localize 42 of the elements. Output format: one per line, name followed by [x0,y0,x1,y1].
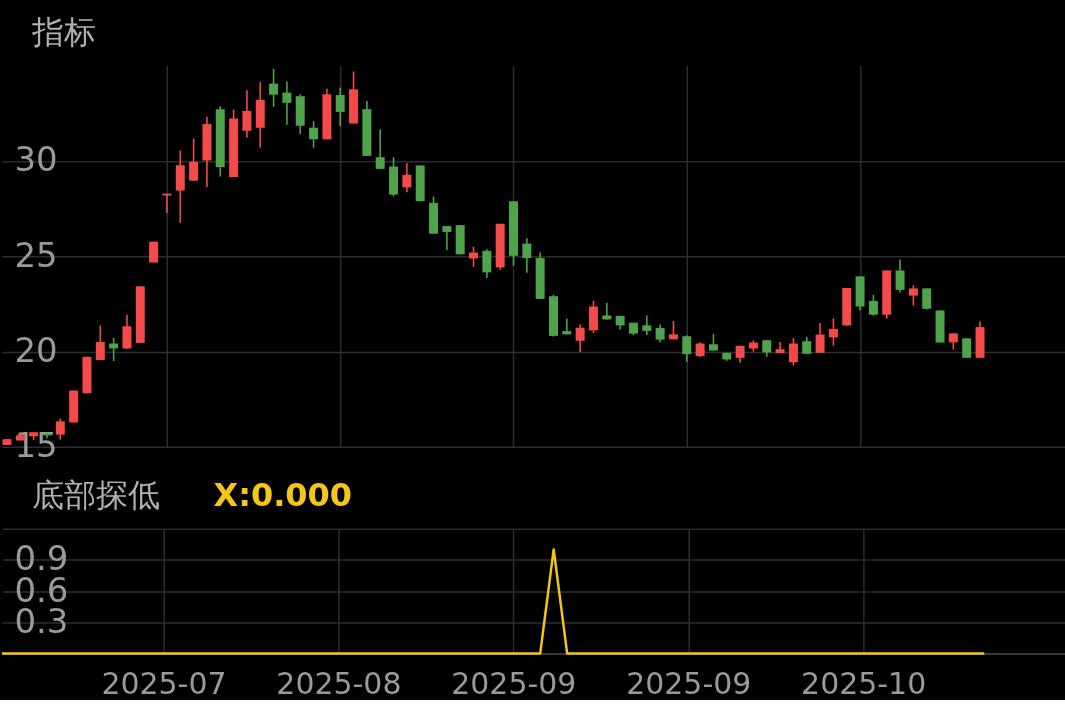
candlestick [562,317,572,336]
text: X:0.000 [213,475,353,514]
candlestick [588,299,598,334]
candlestick [189,137,199,182]
candlestick [95,324,105,361]
chart-title: 底部探低 [31,475,160,514]
x-tick-label: 2025-08 [276,665,402,701]
candlestick [55,417,65,441]
candlestick [269,67,279,108]
candlestick [242,89,252,139]
candlestick [962,337,972,359]
candlestick [375,128,385,170]
candlestick [122,313,132,350]
x-tick-label: 2025-10 [801,665,927,701]
candlestick [868,294,878,317]
candlestick [815,322,825,354]
candlestick [109,337,119,362]
x-tick-label: 2025-09 [626,665,752,701]
y-tick-label: 0.3 [14,601,69,641]
candlestick [575,323,585,353]
y-tick-label: 30 [14,140,58,180]
candlestick [482,248,492,279]
candlestick [908,284,918,307]
candlestick [309,120,319,149]
candlestick [922,287,932,311]
candlestick [642,314,652,336]
candlestick [895,258,905,294]
candlestick [788,337,798,367]
candlestick [282,80,292,126]
chart-title: 指标 [30,12,96,51]
candlestick [682,334,692,363]
y-tick-label: 20 [14,330,58,370]
x-tick-label: 2025-07 [101,665,227,701]
candlestick [522,237,532,274]
y-tick-label: 25 [14,235,58,275]
candlestick [442,225,452,251]
candlestick [828,317,838,347]
candlestick [335,86,345,127]
candlestick [602,302,612,321]
x-tick-label: 2025-09 [451,665,577,701]
y-tick-label: 15 [14,426,58,466]
candlestick [402,162,412,194]
